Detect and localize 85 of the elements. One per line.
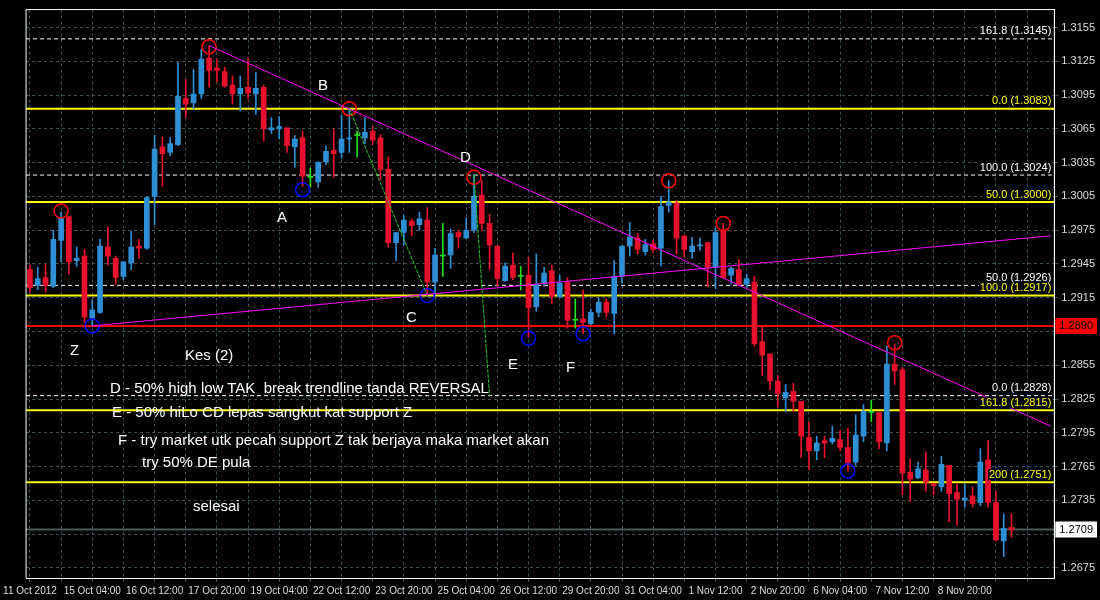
y-tick-label: 1.2825	[1061, 392, 1096, 405]
candlestick	[214, 58, 220, 82]
candlestick	[517, 265, 524, 291]
x-tick-label: 15 Oct 04:00	[63, 584, 122, 596]
ref-line-label: 0.0 (1.3083)	[992, 94, 1052, 107]
candlestick	[868, 399, 875, 422]
annotation: F	[566, 357, 576, 377]
candlestick	[665, 180, 672, 213]
x-tick-label: 19 Oct 04:00	[250, 584, 309, 596]
candlestick	[136, 238, 142, 259]
ref-line-label: 0.0 (1.2828)	[992, 381, 1052, 394]
point	[201, 38, 217, 55]
point	[294, 181, 311, 198]
x-tick-label: 22 Oct 12:00	[312, 584, 371, 596]
y-tick-label: 1.2975	[1061, 223, 1096, 236]
x-tick-label: 11 Oct 2012	[3, 584, 58, 596]
candlestick	[354, 130, 360, 158]
ref-line-label: 50.0 (1.3000)	[985, 187, 1052, 200]
candlestick	[182, 79, 189, 118]
point	[840, 463, 856, 479]
y-tick-label: 1.2855	[1061, 358, 1096, 371]
x-tick-label: 16 Oct 12:00	[125, 584, 184, 596]
x-tick-label: 1 Nov 12:00	[688, 584, 743, 596]
candlestick	[291, 135, 298, 168]
annotation: selesai	[193, 496, 241, 516]
candlestick	[253, 72, 259, 115]
candlestick	[245, 57, 251, 99]
point	[341, 100, 358, 117]
point	[84, 318, 101, 334]
point	[419, 287, 435, 304]
ref-line-label: 161.8 (1.2815)	[979, 395, 1052, 408]
y-tick-label: 1.2915	[1061, 290, 1096, 303]
candlestick	[961, 483, 968, 508]
y-tick-label: 1.3155	[1061, 20, 1096, 33]
candlestick	[330, 128, 337, 178]
y-tick-label: 1.3095	[1061, 88, 1096, 101]
annotation: C	[406, 307, 417, 327]
y-tick-label: 1.3005	[1061, 189, 1096, 202]
point	[466, 169, 482, 186]
x-tick-label: 25 Oct 04:00	[437, 584, 496, 596]
x-tick-label: 7 Nov 12:00	[875, 584, 930, 596]
x-tick-label: 26 Oct 12:00	[499, 584, 558, 596]
ref-line-label: 161.8 (1.3145)	[979, 24, 1052, 37]
point	[575, 326, 591, 342]
candlestick	[572, 298, 579, 329]
ref-line-label: 1.2709	[1059, 522, 1094, 535]
annotation: D	[460, 147, 471, 167]
candlestick	[237, 75, 244, 112]
x-tick-label: 6 Nov 04:00	[813, 584, 868, 596]
candlestick	[362, 117, 368, 144]
annotation: A	[277, 207, 288, 227]
point	[53, 203, 69, 219]
point	[660, 172, 677, 189]
y-tick-label: 1.3035	[1061, 155, 1096, 168]
x-tick-label: 2 Nov 20:00	[750, 584, 806, 596]
y-tick-label: 1.2795	[1061, 425, 1096, 438]
ref-line-label: 1.2890	[1059, 318, 1094, 331]
candlestick	[276, 116, 283, 140]
ref-line-label: 100.0 (1.3024)	[979, 160, 1052, 173]
point	[886, 335, 903, 351]
annotation: Z	[70, 340, 80, 360]
y-tick-label: 1.2735	[1061, 493, 1096, 506]
candlestick	[954, 483, 960, 526]
annotation: D - 50% high low TAK break trendline tanda REVERSAL	[110, 378, 490, 398]
x-tick-label: 17 Oct 20:00	[188, 584, 246, 596]
point	[715, 215, 732, 232]
y-tick-label: 1.3125	[1061, 54, 1096, 67]
x-tick-label: 31 Oct 04:00	[624, 584, 683, 596]
annotation: B	[318, 75, 329, 95]
annotation: E	[508, 354, 519, 374]
y-tick-label: 1.2765	[1061, 459, 1096, 472]
ref-line-label: 200 (1.2751)	[988, 467, 1052, 480]
y-tick-label: 1.2945	[1061, 257, 1096, 269]
annotation: Kes (2)	[185, 346, 234, 363]
y-tick-label: 1.3065	[1061, 121, 1096, 134]
x-tick-label: 23 Oct 20:00	[375, 584, 433, 596]
ref-line-label: 50.0 (1.2926)	[985, 270, 1052, 283]
y-tick-label: 1.2675	[1061, 560, 1096, 573]
candlestick	[73, 246, 80, 267]
candlestick	[907, 458, 914, 502]
x-tick-label: 8 Nov 20:00	[937, 584, 993, 596]
candlestick	[580, 289, 586, 335]
point	[520, 330, 537, 347]
x-tick-label: 29 Oct 20:00	[562, 584, 620, 596]
annotation: F - try market utk pecah support Z tak berjaya maka market akan try 50% DE pula	[118, 430, 550, 472]
